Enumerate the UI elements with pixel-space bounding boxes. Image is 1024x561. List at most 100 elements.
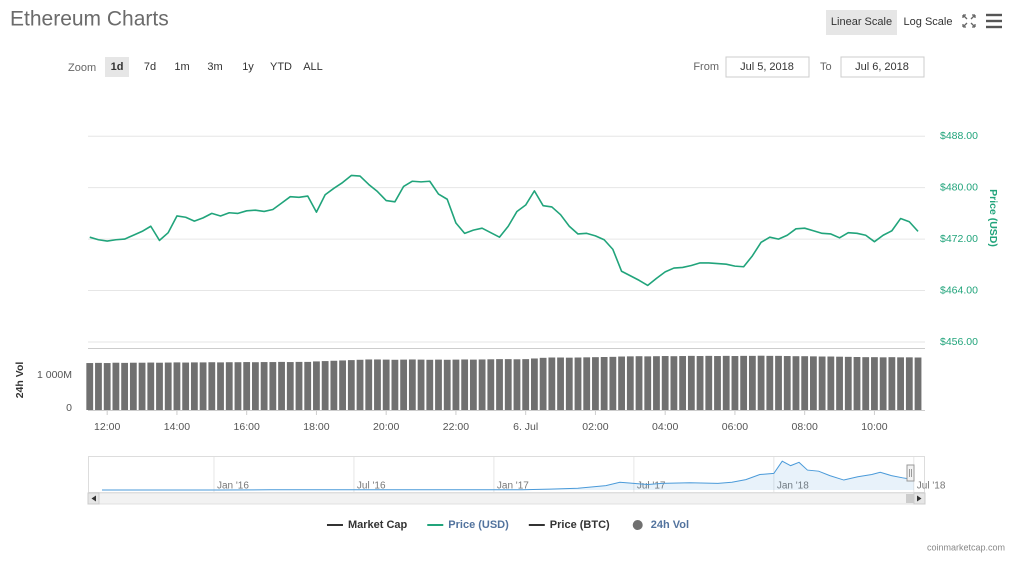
volume-bar	[382, 359, 390, 410]
volume-bar	[330, 360, 338, 410]
zoom-button-bg	[105, 57, 129, 77]
volume-bar	[138, 362, 146, 410]
scroll-right-arrow	[917, 495, 922, 502]
legend-item[interactable]: Price (BTC)	[528, 519, 610, 531]
legend-label: Price (BTC)	[550, 519, 610, 531]
volume-bar	[217, 362, 224, 410]
volume-bar	[522, 359, 530, 410]
from-label: From	[693, 61, 719, 73]
volume-bar	[722, 355, 730, 410]
navigator-tick-label: Jul '17	[637, 481, 666, 492]
navigator-tick-label: Jan '18	[777, 481, 809, 492]
x-tick-label: 6. Jul	[513, 421, 538, 433]
legend-item[interactable]: Price (USD)	[427, 519, 509, 531]
navigator-area-fill	[101, 461, 914, 490]
volume-bar	[687, 355, 695, 410]
zoom-button[interactable]: 3m	[207, 61, 222, 73]
volume-bar	[452, 359, 460, 410]
volume-bar	[827, 356, 835, 410]
volume-bar	[269, 362, 277, 410]
volume-bar	[208, 362, 216, 410]
volume-bar	[914, 357, 922, 410]
zoom-button[interactable]: 1d	[111, 61, 124, 73]
x-tick-label: 18:00	[303, 421, 329, 433]
volume-bar	[278, 361, 285, 410]
volume-bar	[574, 357, 582, 410]
from-value[interactable]: Jul 5, 2018	[740, 61, 794, 73]
menu-icon[interactable]	[986, 13, 1002, 29]
fullscreen-icon[interactable]	[962, 14, 976, 28]
volume-bar	[435, 359, 442, 410]
volume-bar	[888, 357, 896, 410]
volume-bar	[661, 356, 669, 410]
scrollbar-track[interactable]	[87, 492, 926, 505]
volume-bar	[86, 363, 94, 410]
volume-bar	[705, 355, 713, 410]
volume-bar	[112, 362, 120, 410]
volume-bar	[199, 362, 207, 410]
volume-bar	[461, 359, 469, 410]
volume-bar	[400, 359, 408, 410]
scale-button[interactable]: Linear Scale	[831, 16, 892, 28]
volume-bar	[748, 355, 756, 410]
zoom-button[interactable]: 1y	[242, 61, 254, 73]
to-input[interactable]	[840, 56, 925, 78]
volume-bar	[609, 356, 617, 410]
to-label: To	[820, 61, 832, 73]
volume-bar	[600, 357, 608, 410]
zoom-button[interactable]: YTD	[270, 61, 292, 73]
volume-bar	[783, 356, 791, 410]
volume-bar	[251, 362, 259, 410]
navigator-tick-label: Jan '17	[497, 481, 529, 492]
navigator-handle[interactable]	[906, 464, 915, 482]
zoom-button[interactable]: 1m	[174, 61, 189, 73]
scale-button[interactable]: Log Scale	[904, 16, 953, 28]
volume-bar	[504, 359, 512, 410]
volume-bar	[626, 356, 634, 410]
volume-bar	[225, 362, 233, 410]
volume-bar	[391, 359, 399, 410]
volume-bar	[173, 362, 181, 410]
volume-bar	[147, 362, 155, 410]
y-tick-label: $464.00	[940, 284, 978, 296]
credit[interactable]: coinmarketcap.com	[927, 542, 1005, 552]
volume-bar	[478, 359, 486, 410]
volume-bar	[295, 361, 303, 410]
navigator-tick-label: Jul '16	[357, 481, 386, 492]
zoom-button[interactable]: ALL	[303, 61, 323, 73]
legend-label: Market Cap	[348, 519, 408, 531]
volume-bar	[801, 356, 809, 410]
y2-tick-label: 1 000M	[37, 369, 72, 381]
legend-symbol	[632, 520, 643, 530]
price-line	[89, 174, 919, 287]
volume-bar	[644, 356, 652, 410]
volume-bar	[339, 360, 346, 410]
scroll-thumb[interactable]	[906, 494, 914, 503]
volume-bar	[365, 359, 373, 410]
volume-bar	[565, 357, 573, 410]
volume-bar	[548, 357, 556, 410]
volume-bar	[164, 362, 172, 410]
zoom-button[interactable]: 7d	[144, 61, 156, 73]
x-tick-label: 20:00	[373, 421, 399, 433]
volume-bar	[775, 355, 782, 410]
volume-bar	[347, 360, 355, 410]
legend: Market Cap Price (USD) Price (BTC) 24h Vol	[326, 519, 689, 531]
y-tick-label: $456.00	[940, 336, 978, 348]
volume-bar	[95, 362, 102, 410]
y-tick-label: $480.00	[940, 181, 978, 193]
x-tick-label: 16:00	[234, 421, 260, 433]
volume-bar	[234, 362, 242, 410]
from-input[interactable]	[725, 56, 810, 78]
volume-bar	[190, 362, 198, 410]
x-tick-label: 08:00	[792, 421, 818, 433]
y-tick-label: $472.00	[940, 233, 978, 245]
volume-bar	[905, 357, 913, 410]
legend-item[interactable]: Market Cap	[326, 519, 408, 531]
x-tick-label: 04:00	[652, 421, 678, 433]
to-value[interactable]: Jul 6, 2018	[855, 61, 909, 73]
x-tick-label: 12:00	[94, 421, 120, 433]
volume-bar	[417, 359, 425, 410]
legend-item[interactable]: 24h Vol	[632, 519, 689, 531]
